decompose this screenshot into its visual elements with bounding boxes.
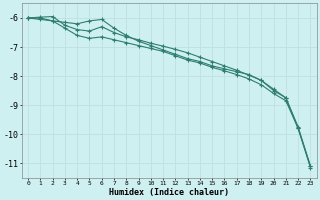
X-axis label: Humidex (Indice chaleur): Humidex (Indice chaleur) bbox=[109, 188, 229, 197]
